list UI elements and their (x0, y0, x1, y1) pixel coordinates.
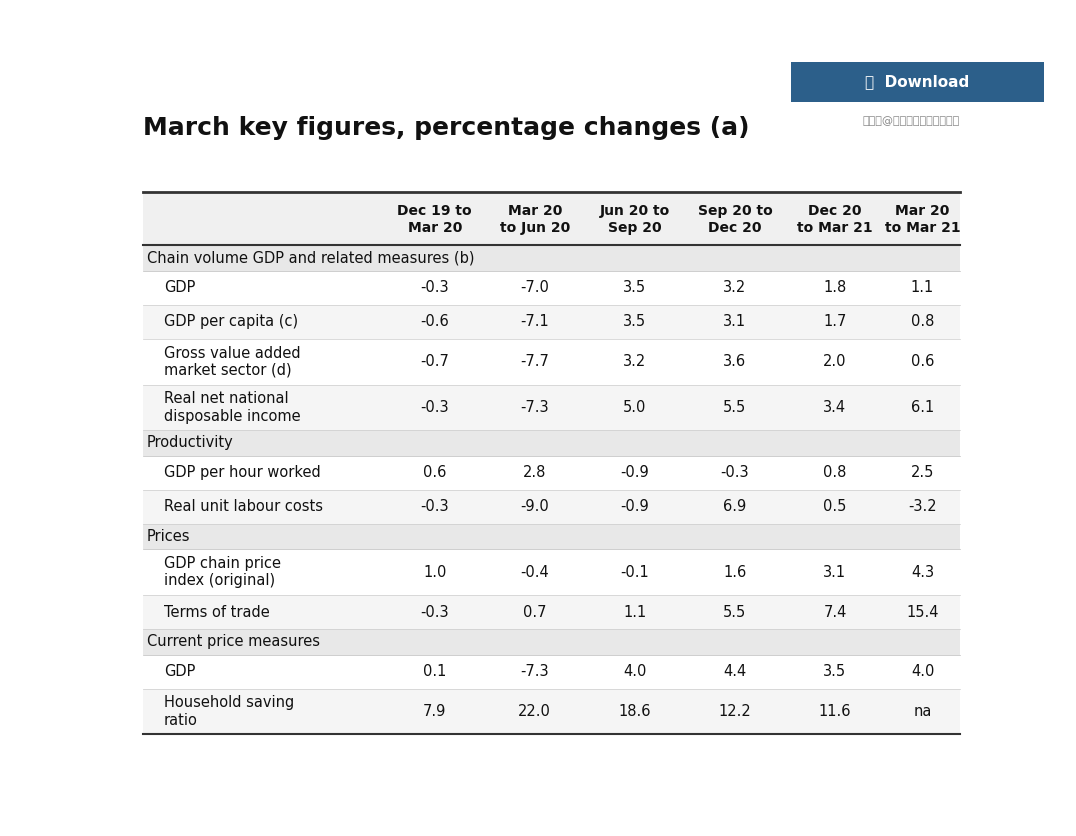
Text: -9.0: -9.0 (521, 499, 549, 514)
Bar (143, 689, 960, 734)
Text: 1.6: 1.6 (723, 564, 747, 579)
Text: Mar 20
to Mar 21: Mar 20 to Mar 21 (884, 204, 961, 235)
Text: 3.2: 3.2 (723, 280, 747, 295)
Text: 4.0: 4.0 (911, 664, 934, 679)
Text: 1.8: 1.8 (823, 280, 847, 295)
Text: GDP per hour worked: GDP per hour worked (164, 465, 321, 480)
Text: GDP chain price
index (original): GDP chain price index (original) (164, 556, 281, 589)
Bar (143, 305, 960, 339)
Text: -0.1: -0.1 (621, 564, 649, 579)
Text: Dec 19 to
Mar 20: Dec 19 to Mar 20 (397, 204, 472, 235)
Text: -7.1: -7.1 (521, 314, 549, 329)
Text: Mar 20
to Jun 20: Mar 20 to Jun 20 (499, 204, 570, 235)
Text: March key figures, percentage changes (a): March key figures, percentage changes (a… (143, 116, 749, 140)
Text: 11.6: 11.6 (819, 704, 851, 719)
Text: Productivity: Productivity (147, 436, 233, 451)
Text: 0.6: 0.6 (423, 465, 447, 480)
Text: -0.3: -0.3 (421, 400, 449, 415)
Text: 3.5: 3.5 (623, 314, 647, 329)
Text: -7.7: -7.7 (521, 354, 549, 370)
Text: 2.8: 2.8 (523, 465, 547, 480)
Text: 0.7: 0.7 (523, 604, 547, 619)
Text: -0.4: -0.4 (521, 564, 549, 579)
Bar (143, 271, 960, 305)
Text: 1.1: 1.1 (623, 604, 647, 619)
Text: 3.5: 3.5 (823, 664, 847, 679)
Text: -0.9: -0.9 (621, 499, 649, 514)
Text: 7.9: 7.9 (423, 704, 447, 719)
Bar (143, 595, 960, 630)
Text: 4.0: 4.0 (623, 664, 647, 679)
Bar (143, 194, 960, 245)
Text: Real net national
disposable income: Real net national disposable income (164, 391, 300, 424)
Text: 22.0: 22.0 (519, 704, 551, 719)
Text: Prices: Prices (147, 529, 190, 544)
Text: -7.3: -7.3 (521, 400, 549, 415)
Text: 0.5: 0.5 (823, 499, 847, 514)
Text: 0.6: 0.6 (911, 354, 934, 370)
Text: Household saving
ratio: Household saving ratio (164, 696, 294, 728)
Text: -7.3: -7.3 (521, 664, 549, 679)
Text: -0.9: -0.9 (621, 465, 649, 480)
Bar (143, 490, 960, 524)
Text: 1.0: 1.0 (423, 564, 447, 579)
Text: Sep 20 to
Dec 20: Sep 20 to Dec 20 (697, 204, 773, 235)
Text: -7.0: -7.0 (521, 280, 549, 295)
Bar (143, 549, 960, 595)
Text: Jun 20 to
Sep 20: Jun 20 to Sep 20 (599, 204, 670, 235)
Text: 15.4: 15.4 (906, 604, 938, 619)
Text: 4.4: 4.4 (723, 664, 747, 679)
Text: Terms of trade: Terms of trade (164, 604, 269, 619)
Text: na: na (914, 704, 932, 719)
Text: GDP: GDP (164, 664, 195, 679)
Text: -0.3: -0.3 (721, 465, 749, 480)
Text: -0.3: -0.3 (421, 280, 449, 295)
Text: 5.5: 5.5 (723, 604, 747, 619)
Text: 搜狐号@嘉欧海外购房移民中心: 搜狐号@嘉欧海外购房移民中心 (863, 116, 960, 126)
Text: 7.4: 7.4 (823, 604, 847, 619)
Bar (143, 245, 960, 271)
Text: 0.1: 0.1 (423, 664, 447, 679)
Text: GDP: GDP (164, 280, 195, 295)
Text: 18.6: 18.6 (619, 704, 651, 719)
Bar (143, 655, 960, 689)
Text: 3.6: 3.6 (723, 354, 747, 370)
Text: 5.0: 5.0 (623, 400, 647, 415)
Text: Chain volume GDP and related measures (b): Chain volume GDP and related measures (b… (147, 250, 475, 265)
Text: 3.5: 3.5 (623, 280, 647, 295)
Text: Gross value added
market sector (d): Gross value added market sector (d) (164, 345, 300, 378)
Text: 6.9: 6.9 (723, 499, 747, 514)
Text: 6.1: 6.1 (911, 400, 934, 415)
Text: Real unit labour costs: Real unit labour costs (164, 499, 323, 514)
Text: 4.3: 4.3 (911, 564, 934, 579)
Text: GDP per capita (c): GDP per capita (c) (164, 314, 298, 329)
Text: Current price measures: Current price measures (147, 635, 320, 650)
Text: -3.2: -3.2 (908, 499, 937, 514)
Text: 0.8: 0.8 (823, 465, 847, 480)
Text: 3.1: 3.1 (723, 314, 747, 329)
Text: 0.8: 0.8 (911, 314, 934, 329)
Text: 2.0: 2.0 (823, 354, 847, 370)
FancyBboxPatch shape (778, 60, 1057, 104)
Text: ⤵  Download: ⤵ Download (865, 74, 969, 89)
Text: 3.2: 3.2 (623, 354, 647, 370)
Text: 5.5: 5.5 (723, 400, 747, 415)
Bar (143, 630, 960, 655)
Bar (143, 456, 960, 490)
Text: 3.4: 3.4 (823, 400, 847, 415)
Bar (143, 431, 960, 456)
Text: 1.7: 1.7 (823, 314, 847, 329)
Text: 3.1: 3.1 (823, 564, 847, 579)
Bar (143, 385, 960, 431)
Bar (143, 339, 960, 385)
Text: Dec 20
to Mar 21: Dec 20 to Mar 21 (797, 204, 873, 235)
Text: 2.5: 2.5 (911, 465, 934, 480)
Bar (143, 524, 960, 549)
Text: 12.2: 12.2 (719, 704, 751, 719)
Text: 1.1: 1.1 (911, 280, 934, 295)
Text: -0.7: -0.7 (421, 354, 449, 370)
Text: -0.6: -0.6 (421, 314, 449, 329)
Text: -0.3: -0.3 (421, 499, 449, 514)
Text: -0.3: -0.3 (421, 604, 449, 619)
